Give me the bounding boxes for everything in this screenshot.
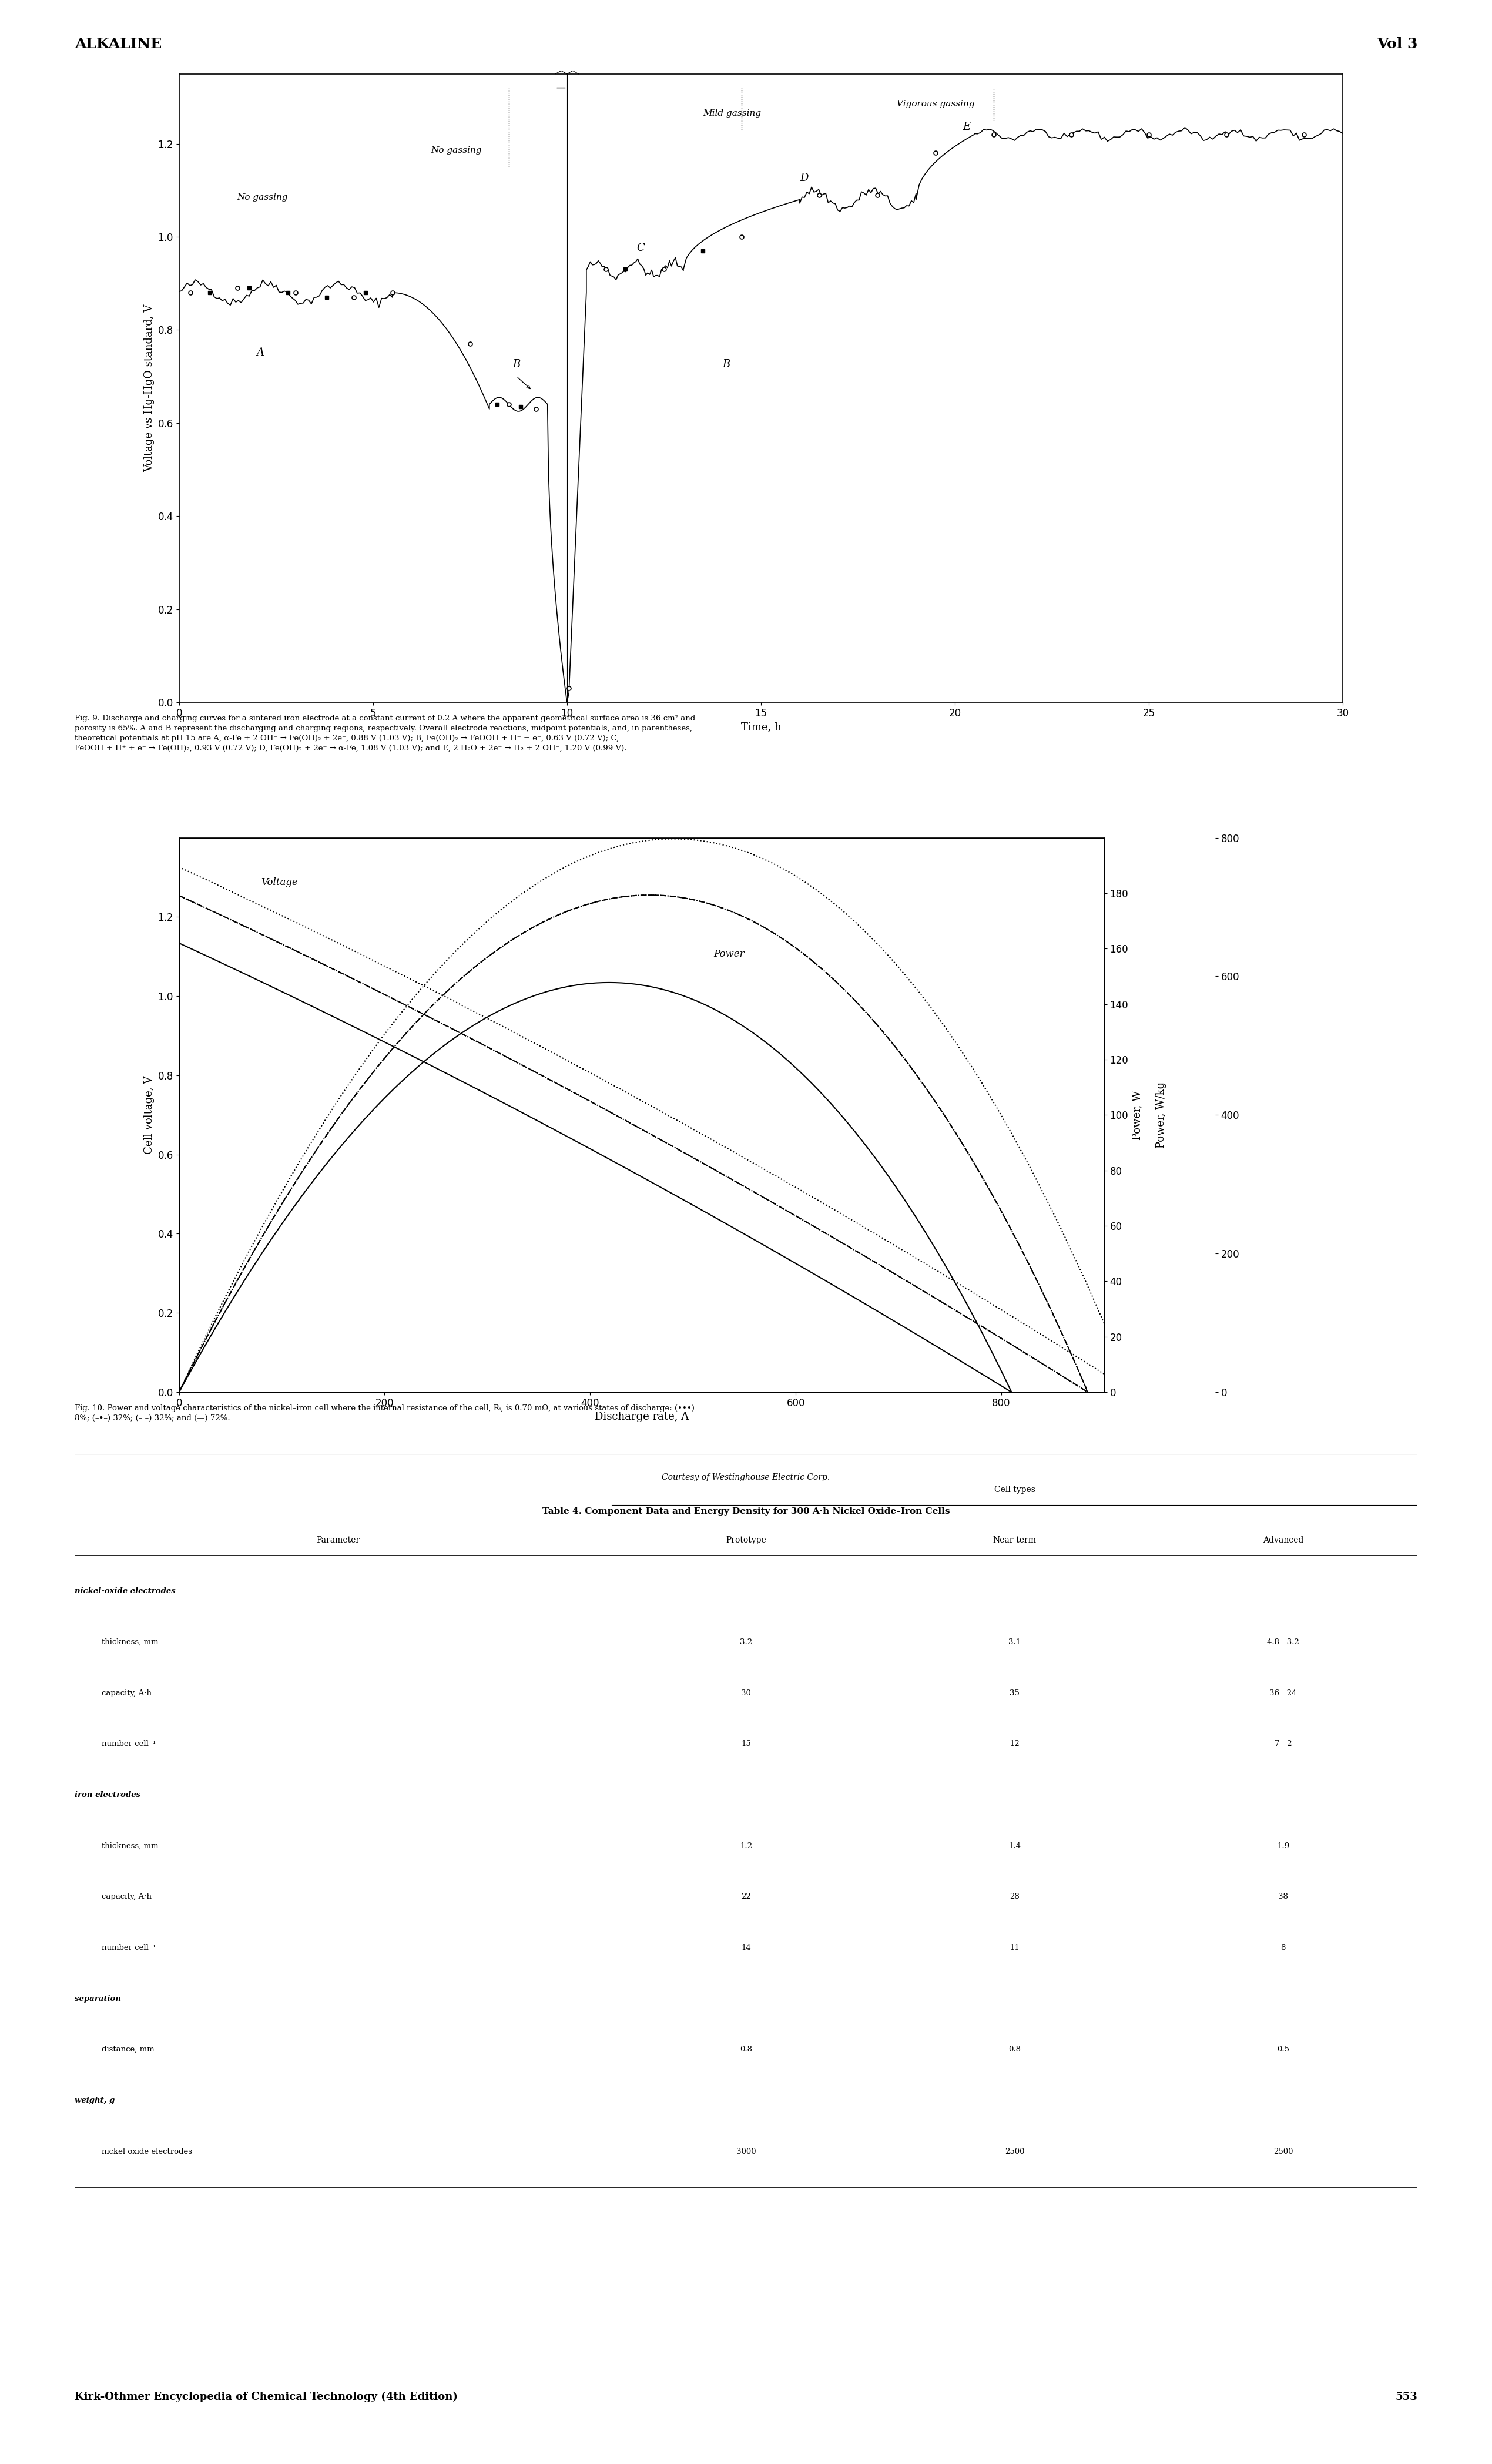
Text: 553: 553 (1395, 2393, 1417, 2402)
Text: A: A (257, 347, 264, 357)
Text: 15: 15 (742, 1740, 750, 1747)
Text: iron electrodes: iron electrodes (75, 1791, 140, 1799)
Text: nickel-oxide electrodes: nickel-oxide electrodes (75, 1587, 176, 1594)
Text: Vigorous gassing: Vigorous gassing (897, 101, 974, 108)
Text: weight, g: weight, g (75, 2097, 115, 2104)
Text: Advanced: Advanced (1262, 1535, 1304, 1545)
Text: No gassing: No gassing (431, 145, 482, 155)
Text: capacity, A·h: capacity, A·h (101, 1892, 151, 1900)
X-axis label: Discharge rate, A: Discharge rate, A (594, 1412, 689, 1422)
Text: Fig. 9. Discharge and charging curves for a sintered iron electrode at a constan: Fig. 9. Discharge and charging curves fo… (75, 715, 695, 752)
Text: Table 4. Component Data and Energy Density for 300 A·h Nickel Oxide–Iron Cells: Table 4. Component Data and Energy Densi… (542, 1508, 950, 1515)
Text: number cell⁻¹: number cell⁻¹ (101, 1740, 155, 1747)
Text: 0.8: 0.8 (1009, 2045, 1021, 2053)
Y-axis label: Voltage vs Hg-HgO standard, V: Voltage vs Hg-HgO standard, V (143, 303, 155, 473)
Text: No gassing: No gassing (237, 192, 288, 202)
Text: D: D (800, 172, 809, 182)
Text: 30: 30 (742, 1690, 750, 1698)
Text: 36   24: 36 24 (1270, 1690, 1297, 1698)
Text: 0.8: 0.8 (740, 2045, 752, 2053)
Text: Near-term: Near-term (992, 1535, 1037, 1545)
Text: 7   2: 7 2 (1274, 1740, 1292, 1747)
Text: E: E (962, 121, 970, 133)
Text: number cell⁻¹: number cell⁻¹ (101, 1944, 155, 1951)
Text: 28: 28 (1010, 1892, 1019, 1900)
Text: 1.2: 1.2 (740, 1843, 752, 1850)
Text: separation: separation (75, 1996, 121, 2003)
Text: capacity, A·h: capacity, A·h (101, 1690, 151, 1698)
Text: 8: 8 (1280, 1944, 1286, 1951)
Text: 35: 35 (1010, 1690, 1019, 1698)
Text: Vol 3: Vol 3 (1377, 37, 1417, 52)
Text: Mild gassing: Mild gassing (703, 108, 761, 118)
Text: Fig. 10. Power and voltage characteristics of the nickel–iron cell where the int: Fig. 10. Power and voltage characteristi… (75, 1404, 694, 1422)
Y-axis label: Cell voltage, V: Cell voltage, V (143, 1077, 155, 1153)
Text: nickel oxide electrodes: nickel oxide electrodes (101, 2149, 192, 2156)
Text: 4.8   3.2: 4.8 3.2 (1267, 1639, 1300, 1646)
Text: 38: 38 (1279, 1892, 1288, 1900)
Text: 11: 11 (1010, 1944, 1019, 1951)
Text: 1.4: 1.4 (1009, 1843, 1021, 1850)
Text: 3.1: 3.1 (1009, 1639, 1021, 1646)
Text: 3000: 3000 (736, 2149, 756, 2156)
Text: thickness, mm: thickness, mm (101, 1843, 158, 1850)
Text: Courtesy of Westinghouse Electric Corp.: Courtesy of Westinghouse Electric Corp. (662, 1473, 830, 1481)
Text: Parameter: Parameter (316, 1535, 360, 1545)
Text: 12: 12 (1010, 1740, 1019, 1747)
X-axis label: Time, h: Time, h (740, 722, 782, 732)
Text: 2500: 2500 (1004, 2149, 1025, 2156)
Text: 14: 14 (742, 1944, 750, 1951)
Text: 0.5: 0.5 (1277, 2045, 1289, 2053)
Text: thickness, mm: thickness, mm (101, 1639, 158, 1646)
Text: B: B (722, 360, 730, 370)
Text: 22: 22 (742, 1892, 750, 1900)
Text: 1.9: 1.9 (1277, 1843, 1289, 1850)
Text: Voltage: Voltage (261, 877, 298, 887)
Text: B: B (513, 360, 521, 370)
Text: distance, mm: distance, mm (101, 2045, 154, 2053)
Text: ALKALINE: ALKALINE (75, 37, 161, 52)
Text: Cell types: Cell types (994, 1486, 1035, 1493)
Text: Kirk-Othmer Encyclopedia of Chemical Technology (4th Edition): Kirk-Othmer Encyclopedia of Chemical Tec… (75, 2393, 458, 2402)
Text: Power: Power (713, 949, 745, 958)
Text: Prototype: Prototype (725, 1535, 767, 1545)
Text: C: C (637, 241, 645, 254)
Text: 3.2: 3.2 (740, 1639, 752, 1646)
Text: 2500: 2500 (1273, 2149, 1294, 2156)
Y-axis label: Power, W

Power, W/kg: Power, W Power, W/kg (1132, 1082, 1167, 1148)
